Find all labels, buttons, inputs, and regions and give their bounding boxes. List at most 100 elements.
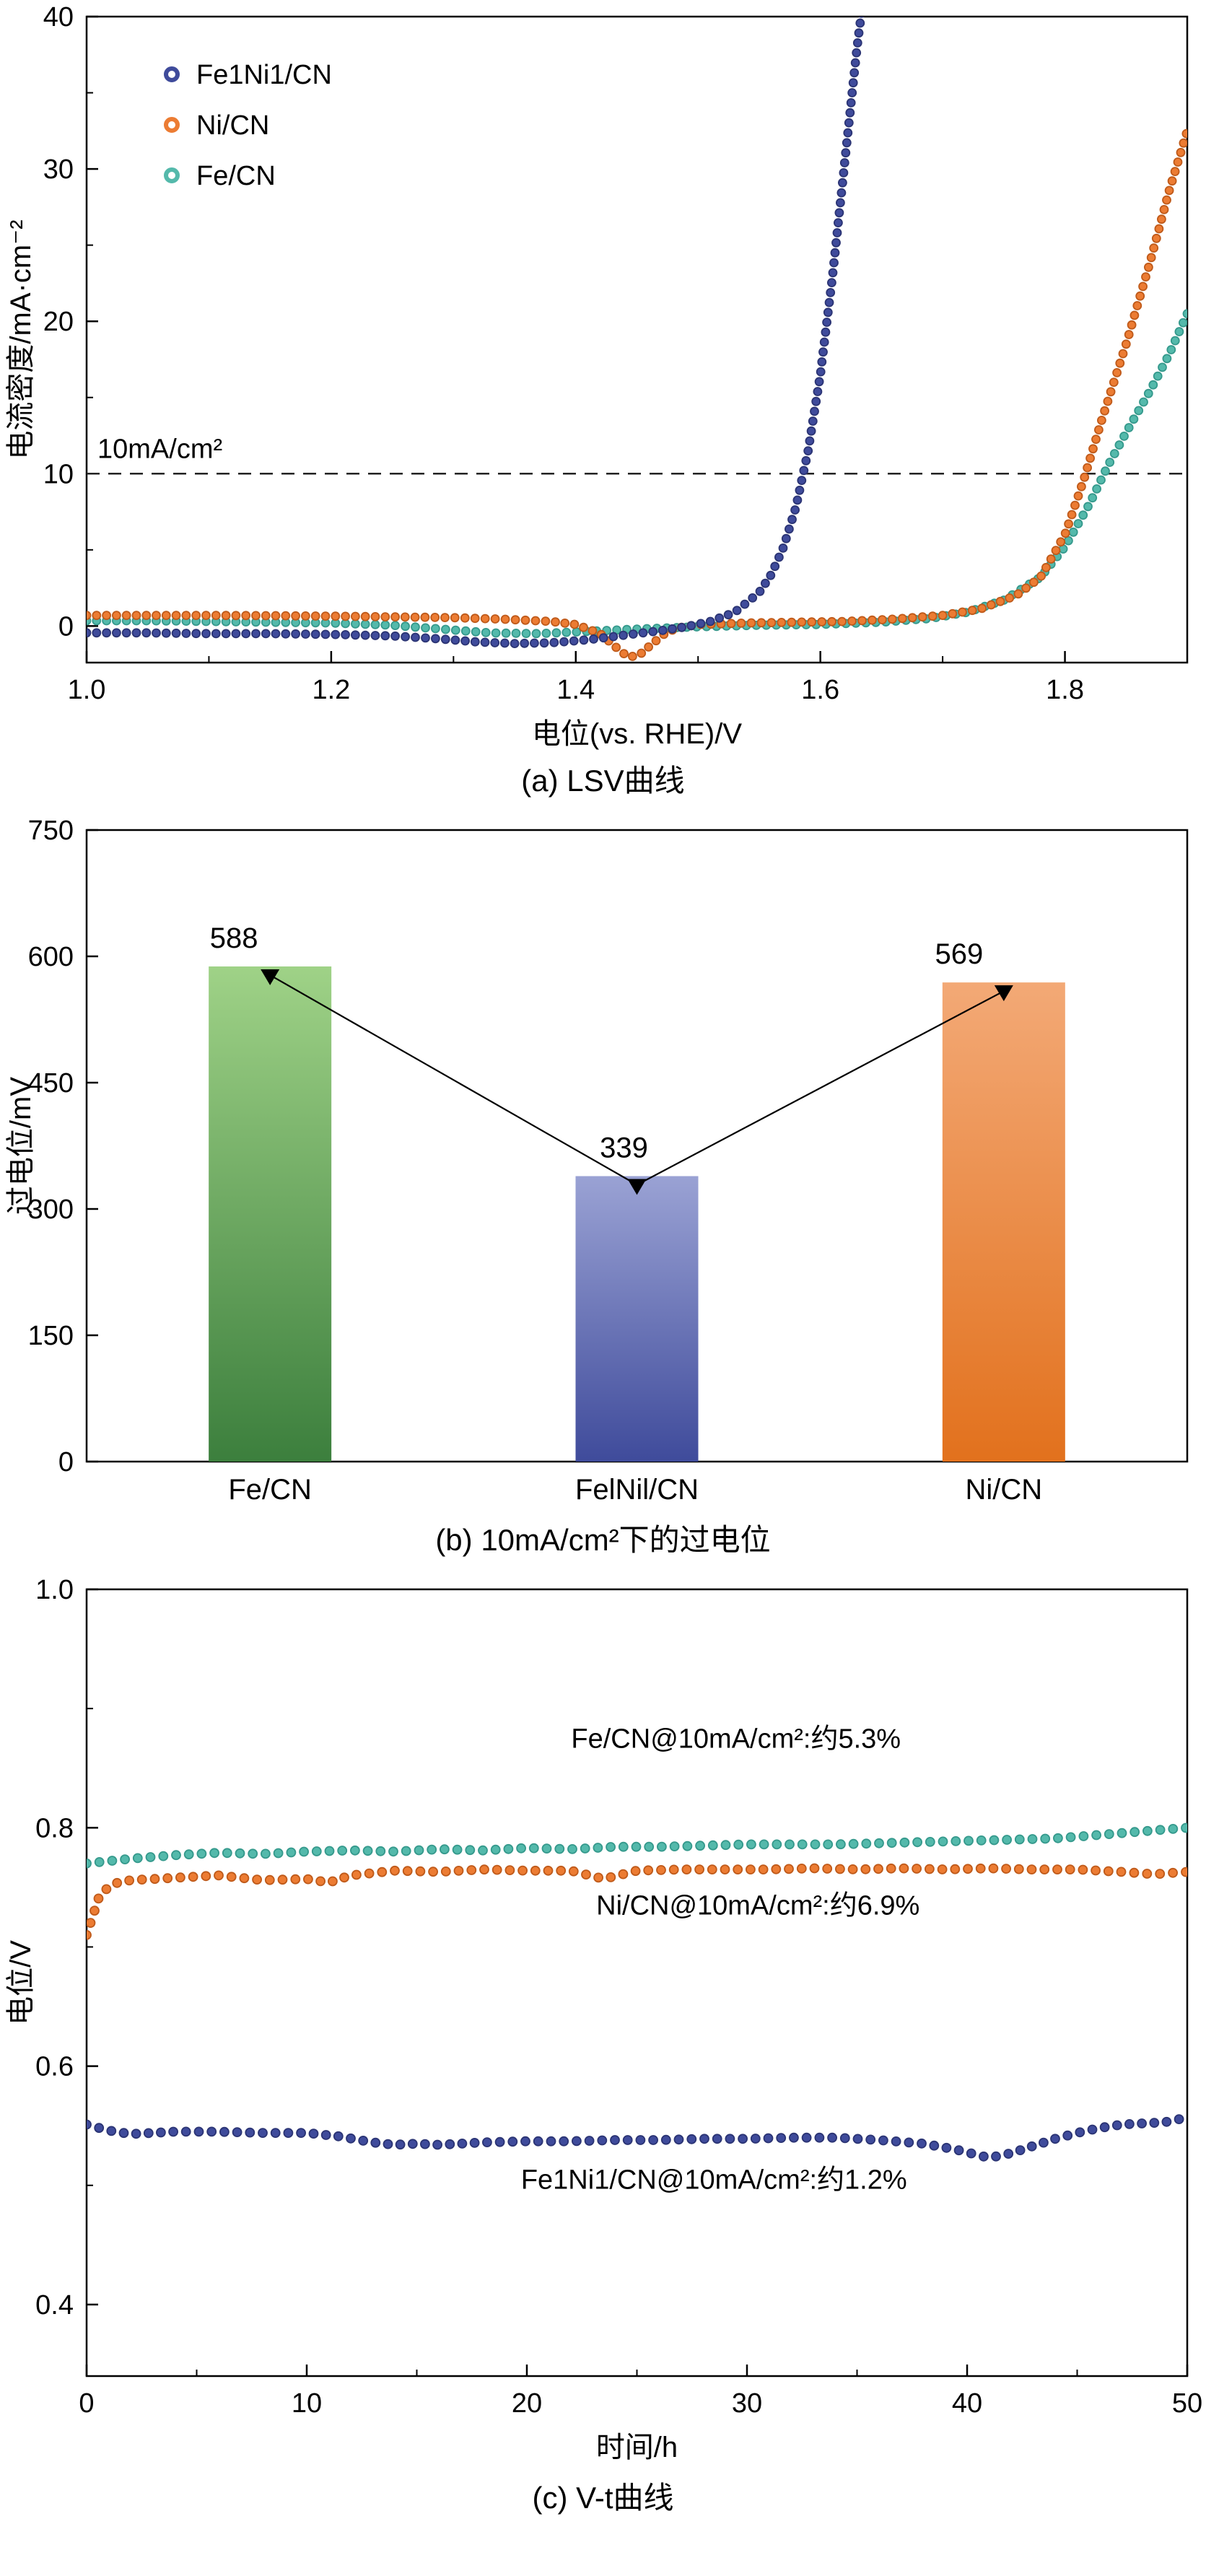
data-dot: [568, 1866, 579, 1877]
y-tick-label: 1.0: [35, 1579, 74, 1605]
x-tick-label: 40: [952, 2388, 982, 2419]
data-dot: [598, 633, 608, 643]
data-dot: [589, 634, 598, 644]
data-dot: [1103, 396, 1113, 406]
data-dot: [618, 1869, 629, 1879]
data-dot: [143, 2128, 154, 2139]
data-dot: [543, 1865, 554, 1876]
data-dot: [520, 638, 530, 648]
data-dot: [1143, 388, 1153, 398]
data-dot: [606, 1872, 616, 1882]
data-dot: [1176, 147, 1186, 157]
data-dot: [610, 2135, 620, 2145]
data-dot: [341, 611, 351, 621]
data-dot: [569, 619, 580, 629]
data-dot: [1075, 2127, 1085, 2138]
data-dot: [1157, 214, 1166, 224]
data-dot: [836, 188, 847, 198]
data-dot: [112, 1877, 123, 1888]
data-dot: [390, 621, 400, 630]
panel-c: 0 10 20 30 40 50 0.4 0.6 0.8 1.0 电位/V 时间/h Fe/CN@10m…: [0, 1579, 1206, 2518]
legend-marker: [164, 117, 180, 133]
data-dot: [1124, 423, 1134, 432]
data-dot: [445, 2139, 455, 2149]
y-tick-label: 0: [58, 611, 74, 642]
data-dot: [431, 634, 440, 644]
data-dot: [421, 623, 430, 633]
data-dot: [270, 2128, 281, 2138]
data-dot: [370, 631, 380, 640]
data-dot: [643, 1865, 654, 1876]
data-dot: [209, 1848, 220, 1859]
data-dot: [528, 1843, 539, 1854]
data-dot: [839, 158, 849, 167]
data-dot: [1118, 349, 1128, 359]
data-dot: [161, 628, 171, 638]
x-tick-label: 30: [732, 2388, 762, 2419]
data-dot: [836, 1839, 846, 1850]
data-dot: [1161, 2116, 1172, 2127]
data-dot: [1109, 377, 1119, 387]
data-dot: [191, 611, 201, 620]
data-dot: [977, 603, 987, 614]
data-dot: [273, 1848, 284, 1859]
data-dot: [1127, 320, 1137, 330]
data-dot: [296, 2128, 307, 2138]
data-dot: [183, 1849, 194, 1860]
data-dot: [339, 1872, 349, 1883]
data-dot: [1116, 1866, 1127, 1877]
legend-marker: [164, 167, 180, 183]
data-dot: [261, 611, 271, 621]
data-dot: [1002, 1835, 1012, 1845]
legend-label: Ni/CN: [196, 110, 269, 141]
data-dot: [310, 629, 320, 639]
data-dot: [1013, 589, 1023, 599]
data-dot: [201, 1871, 211, 1882]
data-dot: [520, 2136, 530, 2147]
data-dot: [581, 1869, 591, 1880]
data-dot: [1060, 528, 1070, 538]
data-dot: [873, 1864, 883, 1874]
data-dot: [251, 629, 261, 639]
data-dot: [1151, 233, 1161, 243]
data-dot: [622, 2135, 633, 2145]
data-dot: [1181, 1822, 1187, 1833]
data-dot: [986, 600, 996, 610]
data-dot: [1080, 472, 1090, 482]
data-dot: [290, 1874, 301, 1885]
data-dot: [746, 618, 756, 628]
data-dot: [481, 628, 491, 637]
data-dot: [740, 599, 750, 609]
data-dot: [500, 614, 510, 624]
data-dot: [94, 1856, 105, 1867]
data-dot: [899, 1837, 910, 1848]
data-dot: [1142, 1869, 1153, 1879]
data-dot: [648, 2135, 658, 2145]
data-dot: [746, 1864, 756, 1875]
caption-c: (c) V-t曲线: [532, 2481, 674, 2515]
data-dot: [726, 619, 736, 629]
data-dot: [491, 628, 501, 638]
x-tick-label: 1.8: [1046, 675, 1084, 705]
data-dot: [201, 629, 211, 639]
data-dot: [836, 198, 845, 208]
marker-triangle: [261, 969, 280, 985]
data-dot: [651, 636, 661, 646]
data-dot: [1088, 444, 1098, 454]
data-dot: [377, 1866, 388, 1877]
data-dot: [87, 1930, 92, 1940]
data-dot: [1111, 2120, 1122, 2131]
y-axis-label: 电流密度/mA·cm⁻²: [5, 219, 37, 459]
data-dot: [93, 1893, 104, 1904]
data-dot: [383, 2139, 393, 2149]
data-dot: [530, 638, 539, 648]
data-dot: [855, 18, 865, 28]
lsv-chart: 1.0 1.2 1.4 1.6 1.8 0 10 20 30 40 电流密度/mA·cm⁻² 电位(v…: [5, 6, 1189, 750]
data-dot: [89, 1905, 100, 1916]
data-dot: [149, 1874, 160, 1885]
data-dot: [87, 2119, 92, 2130]
data-dot: [608, 632, 619, 642]
data-dot: [511, 629, 521, 638]
data-dot: [560, 619, 570, 628]
x-axis-label: 时间/h: [596, 2432, 678, 2463]
